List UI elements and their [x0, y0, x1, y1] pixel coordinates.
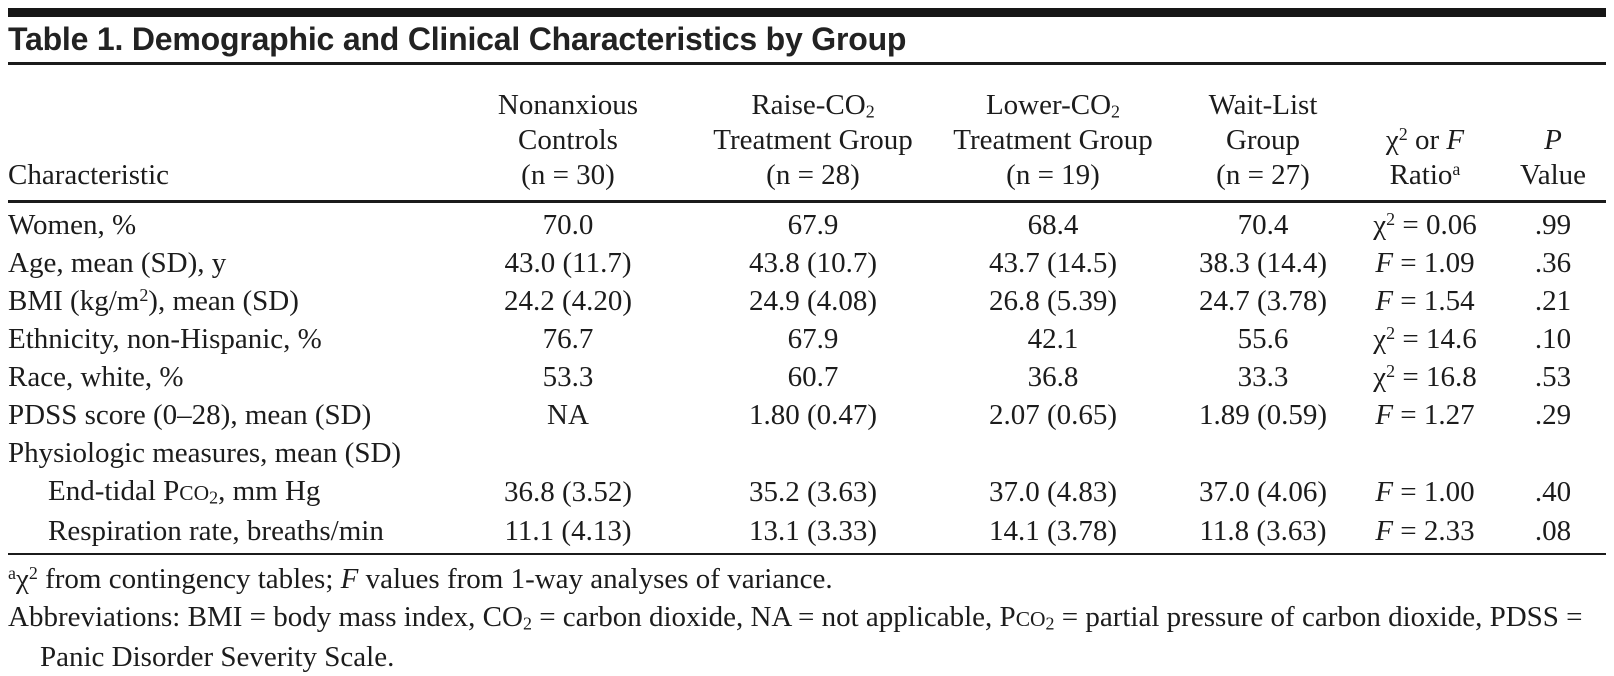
cell-value: 43.7 (14.5) [988, 247, 1118, 279]
cell-value: 1.89 (0.59) [1198, 399, 1328, 431]
cell-value: 53.3 [542, 361, 594, 393]
cell-value: .10 [1534, 323, 1572, 355]
cell-value: 36.8 [1027, 361, 1079, 393]
table-row: PDSS score (0–28), mean (SD) NA 1.80 (0.47… [8, 396, 1606, 434]
table-body: Women, % 70.0 67.9 68.4 70.4 χ2 = 0.06.99 Age,… [8, 202, 1606, 551]
column-header-p-value: P Value [1500, 65, 1606, 203]
cell-value: 67.9 [787, 323, 839, 355]
row-label: PDSS score (0–28), mean (SD) [8, 399, 372, 431]
cell-value: F = 1.27 [1375, 399, 1475, 431]
cell-value: 35.2 (3.63) [748, 476, 878, 508]
row-label: Age, mean (SD), y [8, 247, 227, 279]
table-row: BMI (kg/m2), mean (SD) 24.2 (4.20) 24.9 (4… [8, 282, 1606, 320]
table-footnotes: aχ2 from contingency tables; F values fr… [8, 553, 1606, 676]
cell-value: .29 [1534, 399, 1572, 431]
column-header-lower-co2-group: Lower-CO2 Treatment Group (n = 19) [930, 65, 1176, 203]
row-label: Ethnicity, non-Hispanic, % [8, 323, 322, 355]
row-label: Women, % [8, 209, 137, 241]
title-underline-rule [8, 62, 1606, 65]
header-row: Characteristic Nonanxious Controls (n = 30… [8, 65, 1606, 203]
table-row: Race, white, % 53.3 60.7 36.8 33.3 χ2 = 16.8.… [8, 358, 1606, 396]
row-label: BMI (kg/m2), mean (SD) [8, 285, 299, 317]
cell-value [696, 434, 930, 472]
footnote-abbreviations: Abbreviations: BMI = body mass index, CO… [8, 601, 1583, 673]
cell-value: 33.3 [1237, 361, 1289, 393]
cell-value: χ2 = 14.6 [1373, 323, 1477, 355]
cell-value: .40 [1534, 476, 1572, 508]
cell-value: 70.0 [542, 209, 594, 241]
top-rule-bar [8, 8, 1606, 17]
cell-value: 37.0 (4.06) [1198, 476, 1328, 508]
cell-value: 24.7 (3.78) [1198, 285, 1328, 317]
column-header-wait-list-group: Wait-List Group (n = 27) [1176, 65, 1350, 203]
cell-value: 36.8 (3.52) [503, 476, 633, 508]
cell-value: NA [547, 399, 589, 431]
cell-value: 24.9 (4.08) [748, 285, 878, 317]
cell-value: 26.8 (5.39) [988, 285, 1118, 317]
cell-value: F = 1.00 [1375, 476, 1475, 508]
row-label: Respiration rate, breaths/min [48, 515, 384, 547]
cell-value [930, 434, 1176, 472]
table-row: Respiration rate, breaths/min 11.1 (4.13)… [8, 512, 1606, 550]
column-header-nonanxious-controls: Nonanxious Controls (n = 30) [440, 65, 696, 203]
table-title: Table 1. Demographic and Clinical Charac… [8, 21, 907, 57]
row-label: End-tidal PCO2, mm Hg [48, 475, 321, 508]
cell-value: 37.0 (4.83) [988, 476, 1118, 508]
table-row: Ethnicity, non-Hispanic, % 76.7 67.9 42.1 55… [8, 320, 1606, 358]
cell-value: 13.1 (3.33) [748, 515, 878, 547]
demographics-table: Characteristic Nonanxious Controls (n = 30… [8, 65, 1606, 550]
cell-value [1350, 434, 1500, 472]
cell-value: 1.80 (0.47) [748, 399, 878, 431]
cell-value: .53 [1534, 361, 1572, 393]
row-label: Race, white, % [8, 361, 184, 393]
footnote-statistics: aχ2 from contingency tables; F values fr… [8, 563, 833, 595]
table-row: Physiologic measures, mean (SD) [8, 434, 1606, 472]
column-header-raise-co2-group: Raise-CO2 Treatment Group (n = 28) [696, 65, 930, 203]
cell-value: F = 2.33 [1375, 515, 1475, 547]
cell-value [1500, 434, 1606, 472]
cell-value: 14.1 (3.78) [988, 515, 1118, 547]
cell-value: .08 [1534, 515, 1572, 547]
cell-value: 70.4 [1237, 209, 1289, 241]
cell-value: χ2 = 16.8 [1373, 361, 1477, 393]
cell-value: 42.1 [1027, 323, 1079, 355]
cell-value: 55.6 [1237, 323, 1289, 355]
cell-value [1176, 434, 1350, 472]
cell-value: F = 1.54 [1375, 285, 1475, 317]
cell-value: 43.8 (10.7) [748, 247, 878, 279]
cell-value: .36 [1534, 247, 1572, 279]
cell-value: 24.2 (4.20) [503, 285, 633, 317]
cell-value: 76.7 [542, 323, 594, 355]
table-header: Characteristic Nonanxious Controls (n = 30… [8, 65, 1606, 203]
table-row: Age, mean (SD), y 43.0 (11.7) 43.8 (10.7) 4… [8, 244, 1606, 282]
cell-value: χ2 = 0.06 [1373, 209, 1477, 241]
cell-value: 68.4 [1027, 209, 1079, 241]
cell-value: .21 [1534, 285, 1572, 317]
cell-value: 67.9 [787, 209, 839, 241]
cell-value: 60.7 [787, 361, 839, 393]
cell-value: F = 1.09 [1375, 247, 1475, 279]
row-label: Physiologic measures, mean (SD) [8, 437, 402, 469]
cell-value: 2.07 (0.65) [988, 399, 1118, 431]
table-row: End-tidal PCO2, mm Hg 36.8 (3.52) 35.2 (3.… [8, 472, 1606, 512]
cell-value: .99 [1534, 209, 1572, 241]
cell-value [440, 434, 696, 472]
column-header-chi2-or-f-ratio: χ2 or F Ratioa [1350, 65, 1500, 203]
table-row: Women, % 70.0 67.9 68.4 70.4 χ2 = 0.06 .99 [8, 202, 1606, 245]
cell-value: 43.0 (11.7) [504, 247, 632, 279]
column-header-characteristic: Characteristic [8, 65, 440, 203]
cell-value: 38.3 (14.4) [1198, 247, 1328, 279]
cell-value: 11.1 (4.13) [504, 515, 632, 547]
cell-value: 11.8 (3.63) [1199, 515, 1327, 547]
